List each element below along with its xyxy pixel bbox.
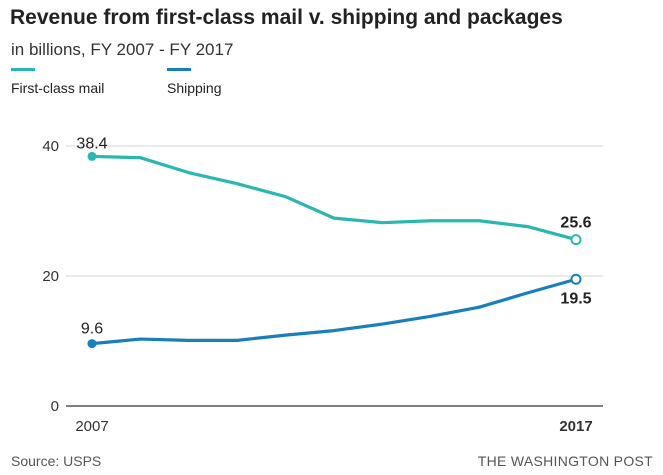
legend-swatch-shipping	[167, 68, 191, 71]
end-label-first-class-mail: 25.6	[560, 215, 591, 232]
legend-label-first-class-mail: First-class mail	[11, 80, 105, 96]
start-point-first-class-mail	[87, 151, 97, 161]
x-axis-tick-labels: 2007 2017	[75, 418, 592, 435]
gridlines	[66, 145, 603, 407]
start-point-shipping	[87, 339, 97, 349]
series-line-shipping	[90, 277, 578, 346]
legend-item-shipping: Shipping	[167, 68, 222, 96]
y-tick-label-0: 0	[51, 398, 59, 415]
publisher-credit: THE WASHINGTON POST	[477, 453, 653, 469]
series-lines	[90, 154, 578, 346]
series-points	[87, 151, 582, 349]
y-tick-label-40: 40	[42, 138, 59, 155]
source-note: Source: USPS	[11, 453, 102, 469]
y-tick-label-20: 20	[42, 268, 59, 285]
chart-subtitle: in billions, FY 2007 - FY 2017	[11, 40, 234, 59]
end-point-first-class-mail	[570, 234, 582, 246]
x-tick-label-2017: 2017	[559, 418, 592, 435]
series-line-first-class-mail	[90, 154, 578, 242]
chart-title: Revenue from first-class mail v. shippin…	[10, 6, 563, 29]
end-label-shipping: 19.5	[560, 290, 591, 307]
start-label-shipping: 9.6	[81, 321, 103, 338]
x-tick-label-2007: 2007	[75, 418, 108, 435]
end-point-shipping	[570, 273, 582, 285]
data-labels: 38.4 25.6 9.6 19.5	[76, 135, 591, 337]
legend-item-first-class-mail: First-class mail	[11, 68, 104, 96]
y-axis-tick-labels: 0 20 40	[42, 138, 59, 415]
legend-swatch-first-class-mail	[11, 68, 35, 71]
start-label-first-class-mail: 38.4	[76, 135, 107, 152]
legend-label-shipping: Shipping	[167, 80, 222, 96]
